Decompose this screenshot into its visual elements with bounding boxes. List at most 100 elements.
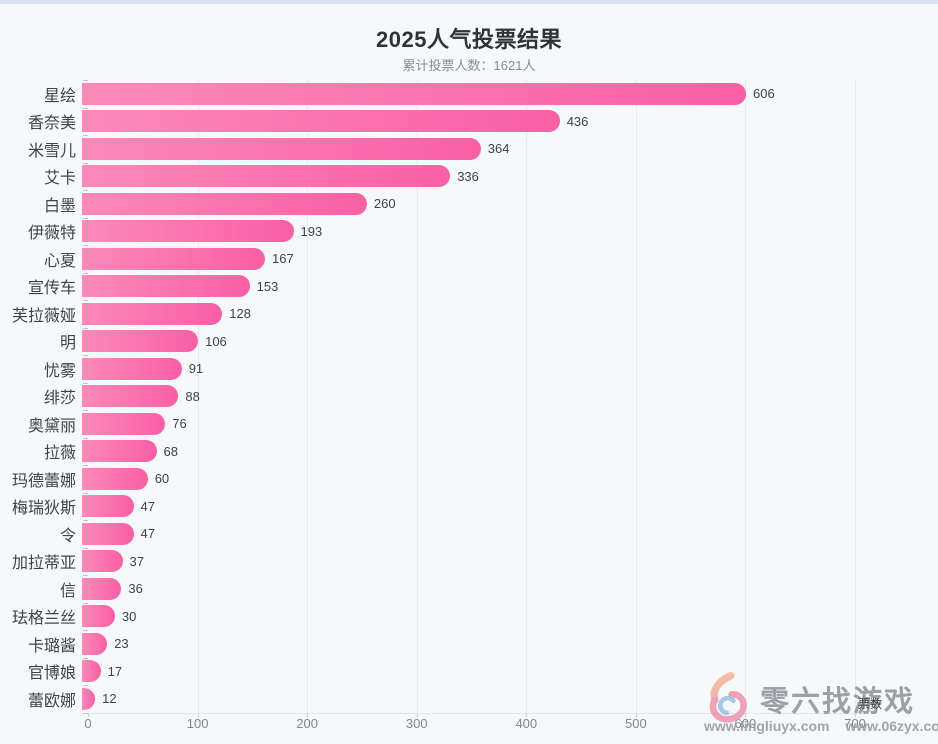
bar[interactable] — [82, 137, 481, 160]
grid-line — [526, 80, 528, 713]
bar-row: 宣传车 153 — [0, 273, 938, 301]
y-axis-tick — [83, 520, 88, 521]
bar[interactable] — [82, 577, 122, 600]
x-axis-tick-label: 700 — [844, 716, 866, 731]
chart-subtitle: 累计投票人数：1621人 — [402, 58, 536, 73]
bar-row: 官博娘 17 — [0, 658, 938, 686]
x-axis-tick — [855, 713, 856, 717]
value-label: 167 — [272, 251, 294, 267]
bar-row: 星绘 606 — [0, 80, 938, 108]
bar[interactable] — [82, 385, 179, 408]
bar[interactable] — [82, 110, 560, 133]
y-axis-tick — [83, 135, 88, 136]
bar-row: 白墨 260 — [0, 190, 938, 218]
y-axis-tick — [83, 465, 88, 466]
category-label: 心夏 — [43, 252, 76, 270]
bar-row: 香奈美 436 — [0, 108, 938, 136]
bar[interactable] — [82, 412, 166, 435]
category-label: 宣传车 — [27, 280, 76, 298]
bar-row: 伊薇特 193 — [0, 218, 938, 246]
category-label: 白墨 — [43, 197, 76, 215]
bar[interactable] — [82, 605, 115, 628]
value-label: 128 — [229, 306, 251, 322]
bar[interactable] — [82, 192, 367, 215]
bar[interactable] — [82, 302, 223, 325]
category-label: 星绘 — [43, 87, 76, 105]
y-axis-tick — [83, 492, 88, 494]
category-label: 伊薇特 — [27, 225, 76, 243]
bar[interactable] — [82, 550, 123, 573]
y-axis-tick — [83, 272, 88, 274]
bar[interactable] — [82, 82, 746, 105]
x-axis-tick-labels: 0 100 200 300 400 500 600 700 — [0, 713, 938, 733]
value-label: 260 — [373, 196, 396, 212]
category-label: 令 — [59, 527, 76, 545]
y-axis-tick — [83, 575, 88, 576]
x-axis-tick-label: 600 — [734, 716, 757, 731]
category-label: 忧雾 — [43, 362, 76, 380]
value-label: 76 — [172, 416, 187, 432]
y-axis-tick — [83, 712, 88, 714]
bar[interactable] — [82, 440, 157, 463]
x-axis-label: 票数 — [858, 697, 883, 711]
bar-chart-plot: 星绘 606 香奈美 436 米雪儿 364 艾卡 336 白墨 260 伊薇特… — [0, 80, 938, 717]
value-label: 12 — [102, 691, 117, 707]
bar[interactable] — [82, 275, 250, 298]
chart-title: 2025人气投票结果 — [376, 27, 562, 52]
value-label: 60 — [154, 471, 170, 487]
value-label: 47 — [140, 526, 155, 542]
bar[interactable] — [82, 247, 265, 270]
y-axis-tick — [83, 80, 88, 81]
bar[interactable] — [82, 357, 182, 380]
bar[interactable] — [82, 467, 148, 490]
y-axis-tick — [83, 300, 88, 301]
bar[interactable] — [82, 220, 294, 243]
x-axis-tick-label: 400 — [515, 716, 538, 731]
bar[interactable] — [82, 165, 451, 188]
y-axis-tick — [83, 410, 88, 411]
bar-row: 珐格兰丝 30 — [0, 603, 938, 631]
y-axis-tick — [83, 602, 88, 604]
bar[interactable] — [82, 632, 108, 655]
y-axis-tick — [83, 685, 88, 686]
category-label: 梅瑞狄斯 — [11, 500, 76, 518]
category-label: 玛德蕾娜 — [11, 472, 76, 490]
x-axis-line — [88, 713, 855, 714]
bar-row: 明 106 — [0, 328, 938, 356]
x-axis-tick — [307, 713, 309, 717]
value-label: 336 — [457, 168, 479, 184]
bar-row: 艾卡 336 — [0, 163, 938, 191]
value-label: 30 — [121, 608, 137, 624]
value-label: 17 — [107, 663, 123, 679]
category-label: 艾卡 — [43, 170, 76, 188]
x-axis-tick — [197, 713, 199, 717]
y-axis-tick — [83, 245, 88, 246]
bar[interactable] — [82, 495, 134, 518]
category-label: 信 — [59, 582, 76, 600]
grid-line — [416, 80, 418, 713]
value-label: 23 — [114, 636, 129, 652]
top-strip — [0, 0, 938, 4]
y-axis-tick — [83, 107, 88, 109]
y-axis-tick — [83, 355, 88, 356]
y-axis-tick — [83, 217, 88, 219]
value-label: 91 — [188, 361, 204, 377]
y-axis-tick — [83, 437, 88, 439]
bar-row: 卡璐酱 23 — [0, 630, 938, 658]
grid-line — [745, 80, 747, 713]
grid-line — [635, 80, 637, 713]
category-label: 芙拉薇娅 — [11, 307, 76, 325]
x-axis-tick — [635, 713, 637, 717]
bar[interactable] — [82, 522, 134, 545]
value-label: 106 — [205, 333, 227, 349]
bar-row: 令 47 — [0, 520, 938, 548]
y-axis-tick — [83, 190, 88, 191]
value-label: 153 — [256, 278, 279, 294]
y-axis-tick — [83, 657, 88, 659]
category-label: 奥黛丽 — [27, 417, 76, 435]
x-axis-tick-label: 200 — [296, 716, 318, 731]
bar[interactable] — [82, 330, 199, 353]
bar[interactable] — [82, 660, 101, 683]
bar[interactable] — [82, 687, 96, 710]
